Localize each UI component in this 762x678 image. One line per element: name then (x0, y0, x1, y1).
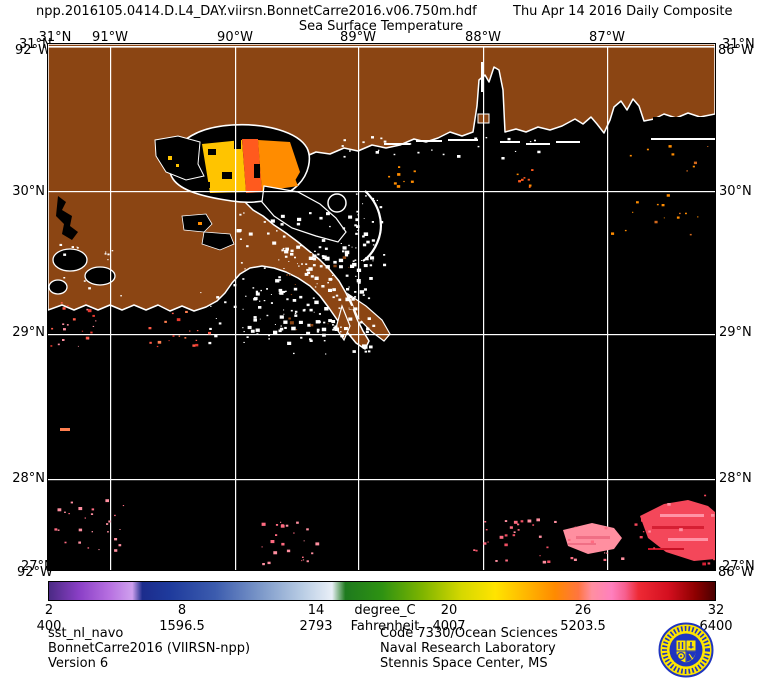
plot-title: Sea Surface Temperature (298, 19, 464, 34)
corner-lat: 31°N (722, 37, 755, 52)
colorbar-tick-celsius-8: 8 (177, 603, 187, 618)
corner-label-bottom-left: 27°N 92°W (17, 560, 59, 582)
footer-left-block: sst_nl_navo BonnetCarre2016 (VIIRSN-npp)… (48, 626, 250, 672)
corner-lon: 92°W (15, 43, 51, 58)
lat-label-top: 31°N (38, 30, 72, 45)
colorbar-tick-fahrenheit-2793: 2793 (299, 619, 333, 634)
footer-right-block: Code 7330/Ocean Sciences Naval Research … (380, 626, 558, 672)
colorbar-tick-fahrenheit-1596.5: 1596.5 (159, 619, 205, 634)
corner-lon: 86°W (718, 565, 754, 580)
colorbar-tick-celsius-20: 20 (440, 603, 458, 618)
sst-map (47, 43, 716, 571)
corner-label-top-left: 31°N 92°W (15, 38, 57, 60)
colorbar-tick-celsius-2: 2 (44, 603, 54, 618)
lat-label-right-3: 28°N (719, 471, 752, 486)
lon-label-4: 88°W (465, 30, 501, 45)
lat-label-left-3: 28°N (12, 471, 45, 486)
lat-label-left-1: 30°N (12, 184, 45, 199)
corner-lon: 86°W (718, 43, 754, 58)
colorbar-tick-celsius-32: 32 (707, 603, 725, 618)
region-name: BonnetCarre2016 (VIIRSN-npp) (48, 641, 251, 657)
lon-label-5: 87°W (589, 30, 625, 45)
lon-label-3: 89°W (340, 30, 376, 45)
org-name: Naval Research Laboratory (380, 641, 556, 657)
corner-lon: 92°W (17, 565, 53, 580)
unit-celsius-label: degree_C (354, 603, 416, 618)
corner-label-bottom-right: 27°N 86°W (718, 560, 760, 582)
lat-label-right-2: 29°N (719, 325, 752, 340)
nrl-seal-logo (658, 622, 714, 678)
lon-label-1: 91°W (92, 30, 128, 45)
colorbar-tick-fahrenheit-4007: 4007 (432, 619, 466, 634)
colorbar-tick-fahrenheit-400: 400 (36, 619, 62, 634)
org-code: Code 7330/Ocean Sciences (380, 626, 558, 641)
colorbar-tick-celsius-26: 26 (574, 603, 592, 618)
composite-date-text: Thu Apr 14 2016 Daily Composite (513, 4, 733, 19)
version-label: Version 6 (48, 656, 109, 672)
colorbar-tick-fahrenheit-5203.5: 5203.5 (560, 619, 606, 634)
lon-label-2: 90°W (217, 30, 253, 45)
sst-map-canvas (47, 43, 716, 570)
lat-label-right-1: 30°N (719, 184, 752, 199)
unit-fahrenheit-label: Fahrenheit (350, 619, 420, 634)
filename-text: npp.2016105.0414.D.L4_DAY.viirsn.BonnetC… (36, 4, 477, 19)
corner-lat: 31°N (19, 37, 52, 52)
product-name: sst_nl_navo (48, 626, 124, 641)
corner-lat: 27°N (722, 559, 755, 574)
lat-label-left-2: 29°N (12, 325, 45, 340)
colorbar-tick-celsius-14: 14 (307, 603, 325, 618)
corner-lat: 27°N (21, 559, 54, 574)
org-location: Stennis Space Center, MS (380, 656, 548, 672)
corner-label-top-right: 31°N 86°W (718, 38, 760, 60)
colorbar (48, 581, 716, 601)
colorbar-tick-fahrenheit-6400: 6400 (699, 619, 733, 634)
